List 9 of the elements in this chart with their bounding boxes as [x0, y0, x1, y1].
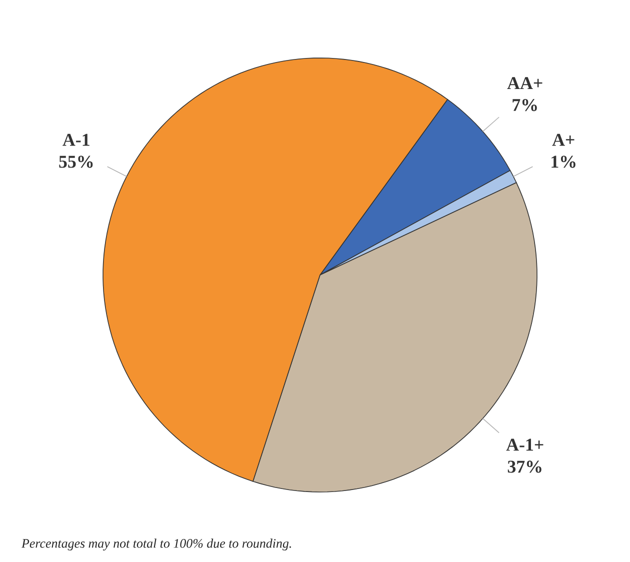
- data-label: 55%: [59, 156, 93, 168]
- slice-label: AA+: [507, 77, 542, 90]
- slice-label: A-1: [62, 134, 90, 146]
- data-label: 37%: [508, 460, 542, 473]
- text: Percentages may not total to 100% due to rounding.: [21, 538, 291, 550]
- slice-label: A-1+: [506, 438, 544, 451]
- slice-label: A+: [552, 134, 574, 146]
- data-label: 1%: [552, 156, 576, 168]
- data-label: 7%: [512, 99, 537, 112]
